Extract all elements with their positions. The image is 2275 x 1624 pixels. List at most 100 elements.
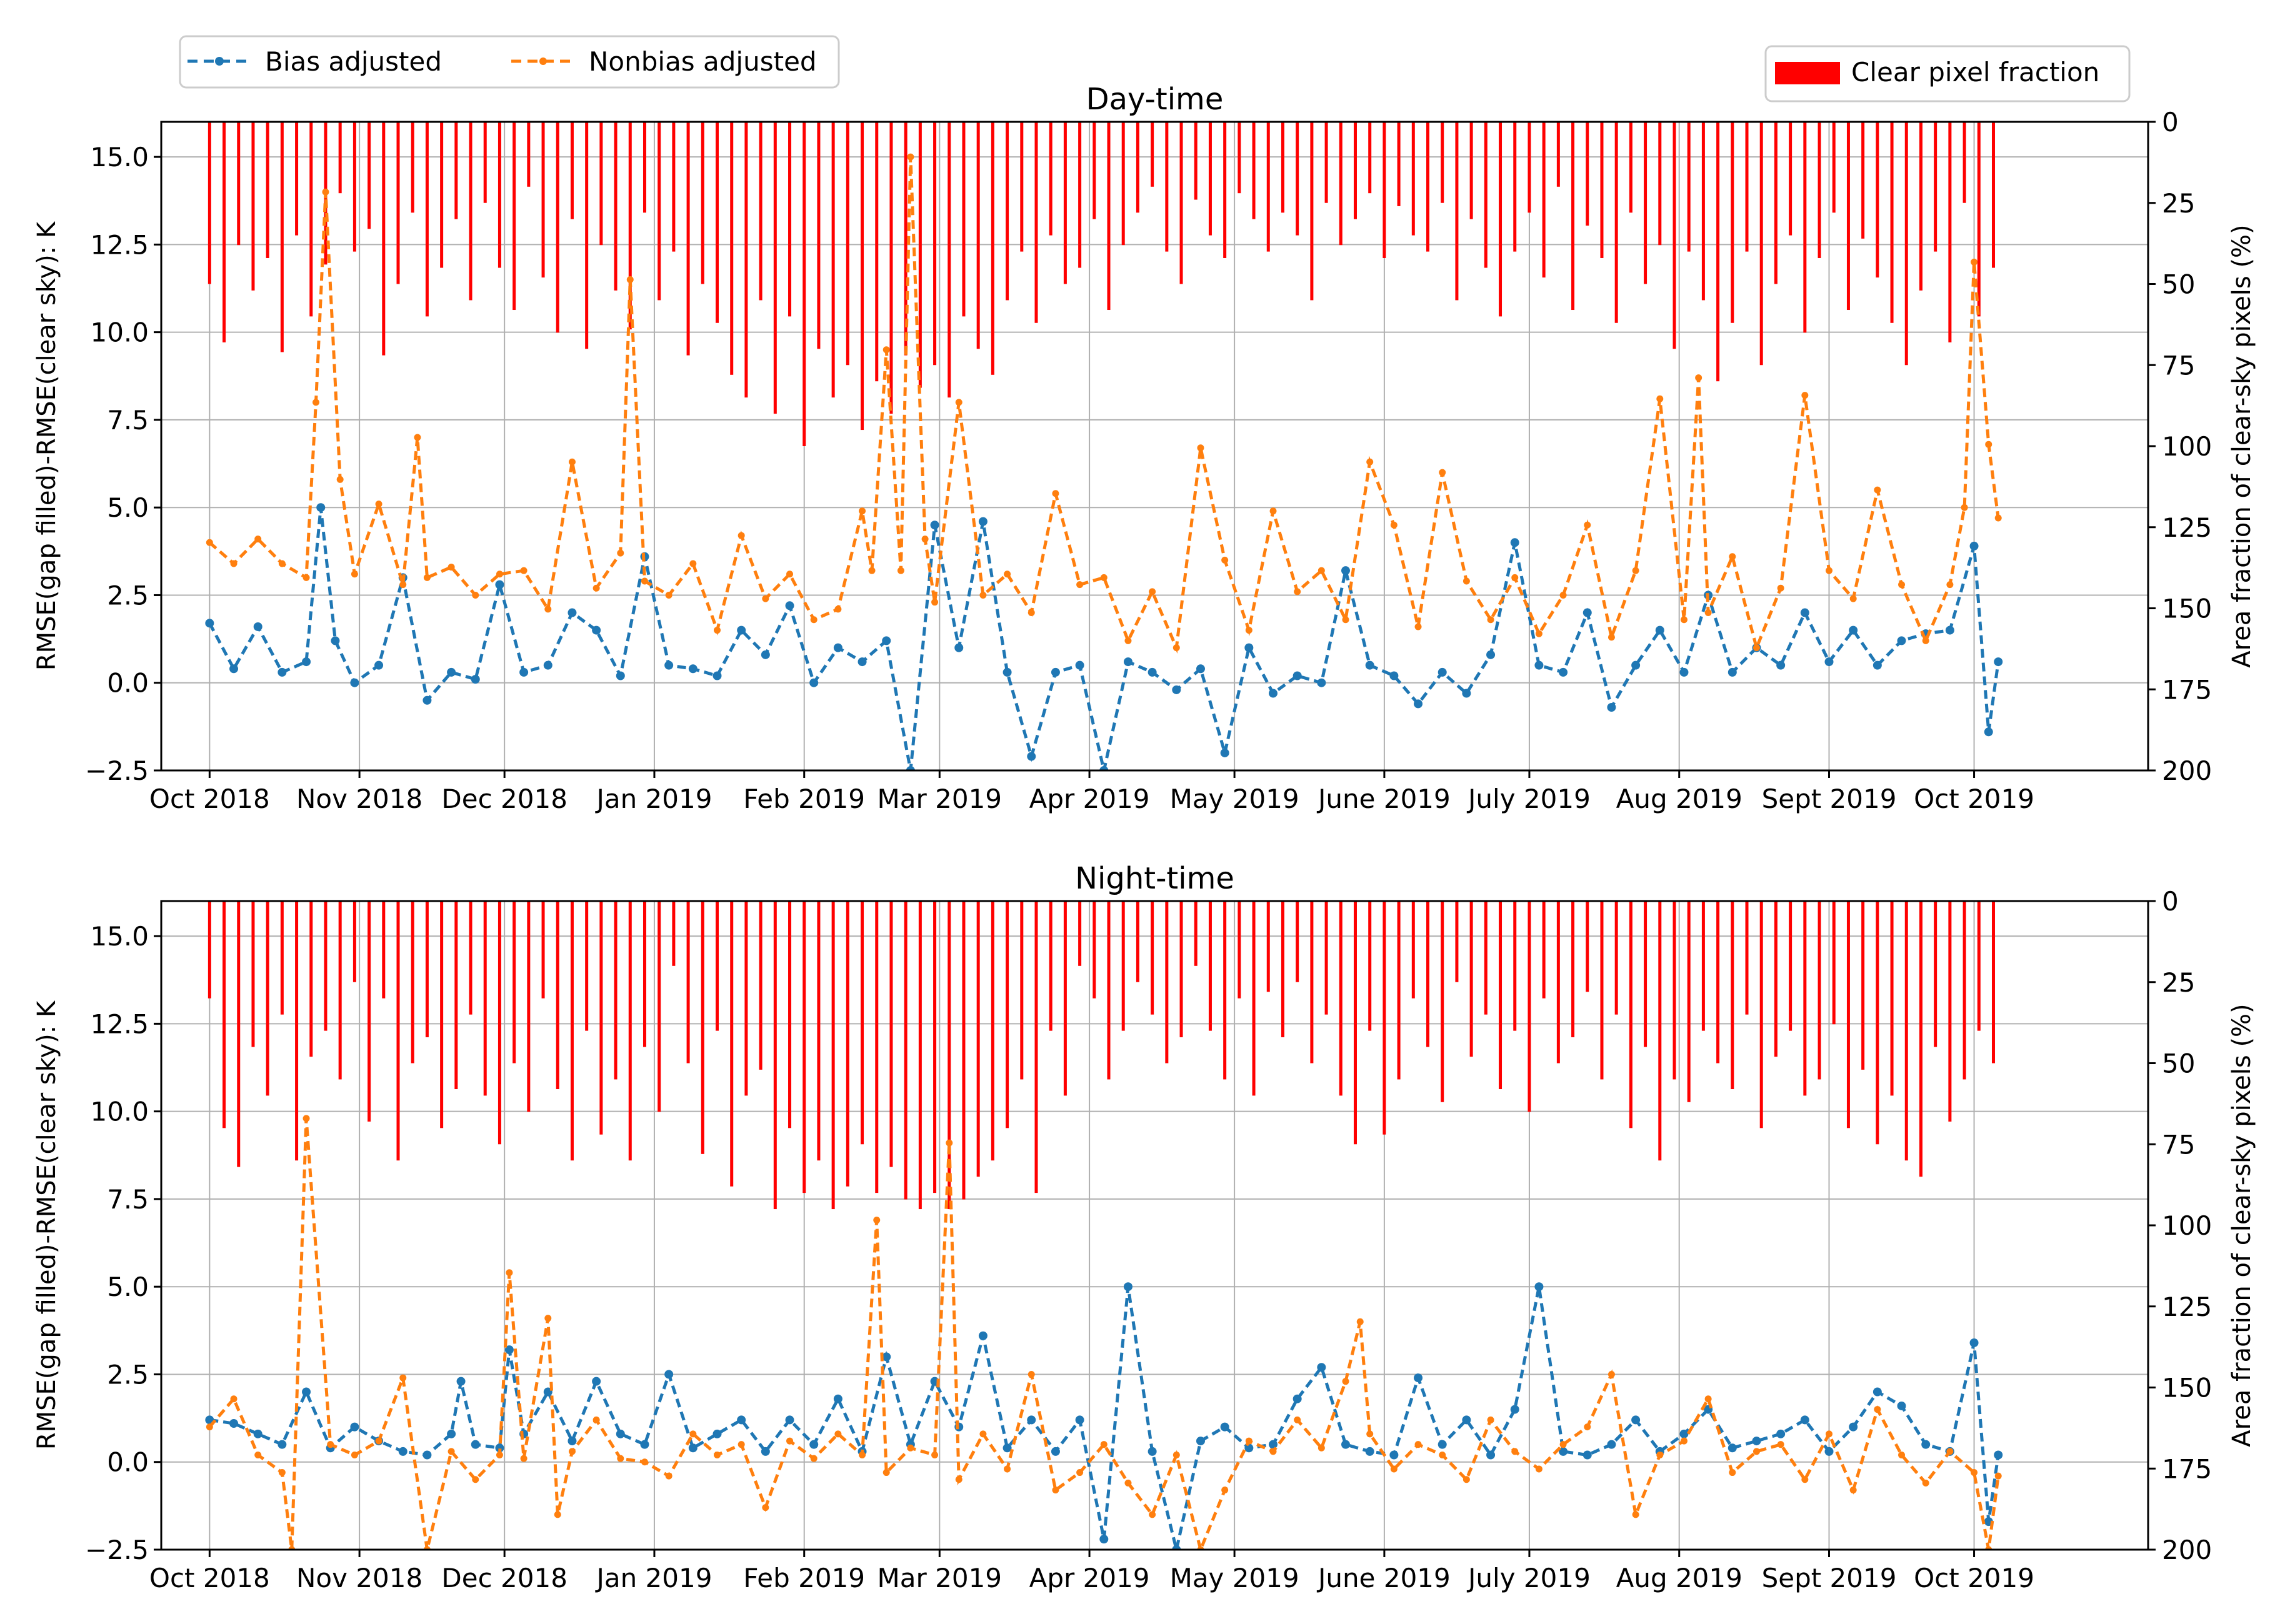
bias-adjusted-point [1534, 660, 1544, 670]
clear-fraction-bar [1034, 122, 1038, 323]
nonbias-adjusted-point [496, 1452, 503, 1459]
bias-adjusted-point [331, 636, 340, 645]
nonbias-adjusted-point [351, 570, 358, 578]
clear-fraction-bar [1179, 122, 1183, 284]
bias-adjusted-point [447, 667, 456, 677]
bias-adjusted-point [1148, 667, 1157, 677]
nonbias-adjusted-point [206, 539, 213, 546]
clear-fraction-bar [1368, 122, 1372, 194]
clear-fraction-bar [759, 901, 762, 1070]
clear-fraction-bar [1136, 122, 1139, 213]
nonbias-adjusted-point [375, 1437, 382, 1445]
nonbias-adjusted-point [1221, 1487, 1229, 1494]
clear-fraction-bar [642, 901, 646, 1047]
nonbias-adjusted-point [762, 595, 769, 602]
clear-fraction-bar [1745, 901, 1749, 1015]
clear-fraction-bar [918, 901, 922, 1210]
clear-fraction-bar [933, 901, 937, 1193]
nonbias-adjusted-point [302, 574, 310, 581]
clear-fraction-bar [1092, 122, 1096, 219]
bias-adjusted-point [833, 643, 842, 652]
clear-fraction-bar [1832, 901, 1836, 1025]
clear-fraction-bar [585, 901, 589, 1031]
bias-adjusted-point [1075, 1415, 1084, 1425]
clear-fraction-bar [237, 901, 241, 1167]
bias-adjusted-line [208, 507, 2000, 770]
bias-adjusted-point [1679, 667, 1689, 677]
bias-adjusted-point [1582, 608, 1592, 617]
bias-adjusted-point [809, 678, 819, 687]
clear-fraction-bar [1296, 901, 1299, 982]
y-tick-label: 2.5 [107, 580, 149, 610]
clear-fraction-bar [425, 901, 429, 1037]
clear-fraction-bar [309, 901, 313, 1057]
clear-fraction-bar [904, 901, 908, 1200]
clear-fraction-bar [382, 901, 386, 999]
nonbias-adjusted-point [1608, 1370, 1615, 1378]
clear-fraction-bar [1223, 901, 1227, 1080]
nonbias-adjusted-point [496, 570, 503, 578]
nonbias-adjusted-point [1826, 1430, 1833, 1438]
y-tick-label: 7.5 [107, 1184, 149, 1215]
nonbias-adjusted-point [1994, 514, 2002, 522]
clear-fraction-bar [498, 122, 501, 268]
x-tick-label: May 2019 [1170, 784, 1299, 814]
clear-fraction-bar [338, 122, 342, 194]
clear-fraction-bar [831, 901, 835, 1210]
nonbias-adjusted-point [230, 560, 238, 567]
y-right-tick-label: 75 [2162, 350, 2195, 381]
nonbias-adjusted-point [1752, 644, 1760, 652]
x-tick-label: July 2019 [1466, 784, 1591, 814]
clear-fraction-bar [556, 901, 559, 1090]
x-tick-label: Sept 2019 [1762, 784, 1897, 814]
bias-adjusted-point [1994, 657, 2003, 667]
nonbias-adjusted-point [1695, 374, 1702, 382]
clear-fraction-bar [1368, 901, 1372, 1031]
bias-adjusted-point [1414, 699, 1423, 709]
nonbias-adjusted-point [1704, 609, 1712, 617]
clear-fraction-bar [1513, 901, 1517, 1031]
x-tick-label: Oct 2019 [1914, 784, 2034, 814]
nonbias-adjusted-point [617, 549, 624, 557]
clear-fraction-bar [686, 122, 690, 356]
clear-fraction-bar [933, 122, 937, 366]
nonbias-adjusted-point [1985, 441, 1992, 448]
clear-fraction-bar [1904, 122, 1908, 366]
nonbias-adjusted-point [1172, 644, 1180, 652]
nonbias-adjusted-point [1076, 581, 1084, 589]
nonbias-adjusted-point [1971, 1469, 1978, 1477]
y-tick-label: −2.5 [85, 755, 149, 786]
clear-fraction-bar [716, 901, 719, 1031]
clear-fraction-bar [628, 122, 632, 330]
nonbias-adjusted-point [641, 1458, 648, 1466]
clear-fraction-bar [1556, 901, 1560, 1064]
bias-adjusted-point [568, 608, 577, 617]
x-tick-label: Mar 2019 [878, 784, 1002, 814]
nonbias-adjusted-point [1124, 637, 1132, 644]
clear-fraction-bar [382, 122, 386, 356]
clear-fraction-bar [1020, 122, 1024, 252]
bias-adjusted-point [761, 650, 770, 659]
x-tick-label: Dec 2018 [441, 1563, 568, 1593]
nonbias-adjusted-point [1245, 1437, 1252, 1445]
clear-fraction-bar [266, 901, 269, 1096]
nonbias-adjusted-point [1028, 1370, 1035, 1378]
nonbias-adjusted-point [617, 1455, 624, 1462]
bias-adjusted-point [1631, 660, 1641, 670]
nonbias-adjusted-point [1632, 567, 1639, 574]
nonbias-adjusted-point [423, 574, 431, 581]
bias-adjusted-point [1365, 660, 1374, 670]
clear-fraction-bar [817, 122, 821, 349]
nonbias-adjusted-point [568, 458, 576, 466]
y-right-tick-label: 100 [2162, 1210, 2212, 1241]
bias-adjusted-point [1123, 1282, 1132, 1292]
bias-adjusted-point [316, 503, 326, 512]
bias-adjusted-point [906, 766, 915, 770]
clear-fraction-bar [469, 901, 472, 1015]
clear-fraction-bar [396, 122, 400, 284]
bias-adjusted-point [1438, 1440, 1447, 1449]
clear-fraction-bar [1542, 901, 1546, 999]
clear-fraction-bar [1861, 901, 1865, 1070]
nonbias-adjusted-point [1874, 1406, 1881, 1413]
bias-adjusted-point [712, 1429, 722, 1438]
